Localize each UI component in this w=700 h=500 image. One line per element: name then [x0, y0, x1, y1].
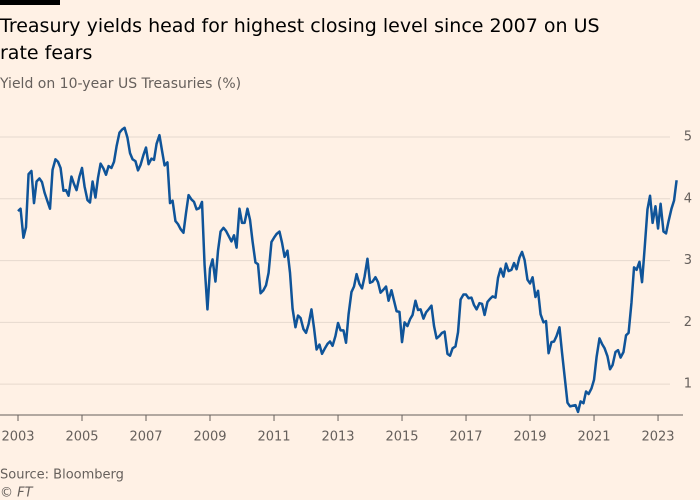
x-tick-label: 2017 [449, 430, 482, 445]
x-tick-label: 2003 [1, 430, 34, 445]
y-tick-label: 5 [684, 130, 692, 145]
series-line [17, 126, 678, 414]
brand-bar [0, 0, 60, 5]
x-tick-label: 2023 [641, 430, 674, 445]
x-tick-label: 2021 [577, 430, 610, 445]
x-tick-label: 2019 [513, 430, 546, 445]
source: Source: Bloomberg [0, 468, 124, 483]
credit: © FT [0, 486, 34, 500]
x-tick-label: 2005 [65, 430, 98, 445]
y-tick-label: 3 [684, 253, 692, 268]
x-tick-label: 2013 [321, 430, 354, 445]
x-tick-label: 2011 [257, 430, 290, 445]
chart-title: Treasury yields head for highest closing… [0, 15, 600, 64]
y-tick-label: 4 [684, 191, 692, 206]
x-tick-label: 2015 [385, 430, 418, 445]
chart-subtitle: Yield on 10-year US Treasuries (%) [0, 76, 241, 92]
x-tick-label: 2009 [193, 430, 226, 445]
x-tick-label: 2007 [129, 430, 162, 445]
y-tick-label: 1 [684, 377, 692, 392]
y-tick-label: 2 [684, 315, 692, 330]
